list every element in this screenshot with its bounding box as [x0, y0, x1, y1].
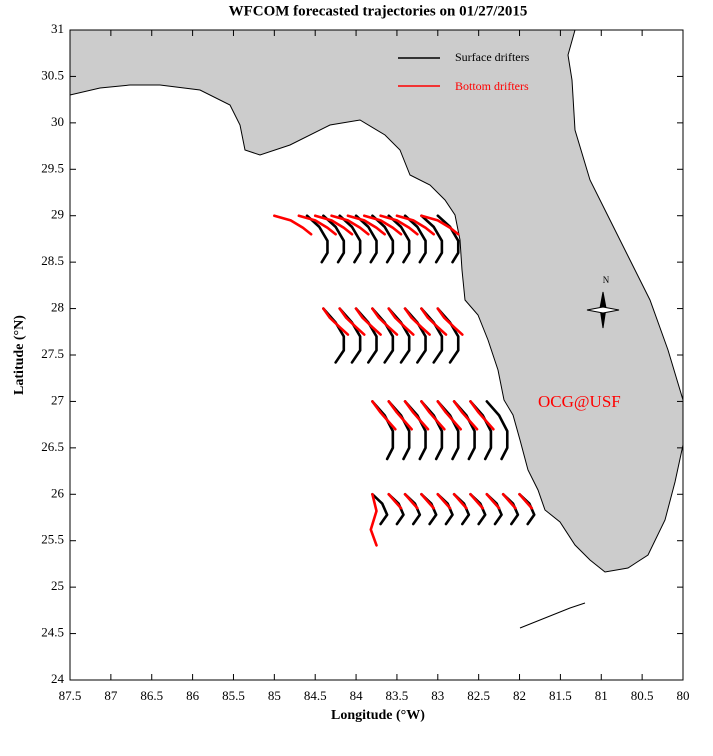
x-tick-label: 81: [595, 688, 608, 703]
trajectory: [297, 214, 337, 236]
trajectory: [403, 307, 431, 336]
x-tick-label: 83.5: [386, 688, 409, 703]
trajectory: [518, 492, 534, 510]
y-tick-label: 31: [51, 21, 64, 36]
trajectory: [338, 214, 362, 264]
trajectory: [436, 214, 460, 264]
trajectory: [436, 307, 464, 336]
trajectory: [338, 307, 366, 336]
trajectory: [371, 492, 389, 526]
y-tick-label: 28: [51, 300, 64, 315]
y-tick-label: 25.5: [41, 532, 64, 547]
trajectory: [387, 400, 413, 431]
trajectory: [371, 214, 395, 264]
y-axis-label: Latitude (°N): [12, 315, 27, 395]
trajectory: [501, 492, 517, 510]
trajectory: [420, 492, 436, 510]
trajectory: [403, 492, 419, 510]
x-tick-label: 84.5: [304, 688, 327, 703]
y-tick-label: 24.5: [41, 625, 64, 640]
x-tick-label: 82: [513, 688, 526, 703]
x-tick-label: 84: [350, 688, 364, 703]
compass-needle: [586, 306, 620, 314]
trajectory: [371, 400, 395, 461]
x-tick-label: 81.5: [549, 688, 572, 703]
trajectory: [452, 492, 468, 510]
trajectory: [403, 400, 430, 431]
annotation: OCG@USF: [538, 392, 621, 411]
trajectory: [371, 307, 399, 336]
trajectory: [354, 307, 382, 336]
trajectory: [322, 214, 346, 264]
x-tick-label: 83: [431, 688, 444, 703]
trajectory: [273, 214, 313, 236]
x-tick-label: 87: [104, 688, 118, 703]
chart-title: WFCOM forecasted trajectories on 01/27/2…: [229, 3, 528, 19]
x-tick-label: 85.5: [222, 688, 245, 703]
trajectory: [452, 400, 479, 431]
x-tick-label: 86.5: [140, 688, 163, 703]
y-tick-label: 30: [51, 114, 64, 129]
y-tick-label: 26.5: [41, 439, 64, 454]
land: [69, 29, 684, 573]
trajectory: [379, 214, 419, 236]
x-axis-label: Longitude (°W): [331, 708, 425, 723]
trajectory: [420, 307, 448, 336]
trajectory: [387, 492, 403, 510]
trajectory: [362, 214, 403, 236]
trajectory: [403, 214, 427, 264]
compass-label: N: [603, 275, 610, 285]
trajectory: [485, 492, 501, 510]
y-tick-label: 24: [51, 671, 65, 686]
x-tick-label: 82.5: [467, 688, 490, 703]
trajectory: [346, 214, 386, 236]
y-tick-label: 25: [51, 578, 64, 593]
trajectory: [436, 492, 452, 510]
y-tick-label: 29.5: [41, 160, 64, 175]
y-tick-label: 29: [51, 207, 64, 222]
trajectory: [313, 214, 354, 236]
keys: [519, 602, 586, 629]
x-tick-label: 80: [677, 688, 690, 703]
trajectory: [305, 214, 329, 264]
trajectory: [387, 307, 415, 336]
x-tick-label: 87.5: [59, 688, 82, 703]
trajectory: [420, 214, 444, 264]
trajectory: [420, 400, 446, 431]
trajectory: [485, 400, 509, 461]
trajectory: [322, 307, 350, 336]
y-tick-label: 27: [51, 392, 65, 407]
y-tick-label: 30.5: [41, 67, 64, 82]
trajectory: [330, 214, 370, 236]
trajectory: [371, 400, 397, 431]
compass: [586, 291, 620, 329]
trajectory: [322, 307, 346, 364]
y-tick-label: 27.5: [41, 346, 64, 361]
x-tick-label: 80.5: [631, 688, 654, 703]
x-tick-label: 85: [268, 688, 281, 703]
legend-label: Bottom drifters: [455, 79, 529, 93]
legend-label: Surface drifters: [455, 50, 530, 64]
trajectory: [469, 400, 495, 431]
trajectory: [354, 214, 378, 264]
trajectory: [436, 400, 462, 431]
trajectory: [469, 492, 485, 510]
trajectory: [369, 492, 378, 547]
y-tick-label: 28.5: [41, 253, 64, 268]
trajectory: [420, 214, 460, 236]
x-tick-label: 86: [186, 688, 200, 703]
trajectory: [395, 214, 436, 236]
trajectory: [387, 214, 411, 264]
y-tick-label: 26: [51, 485, 65, 500]
